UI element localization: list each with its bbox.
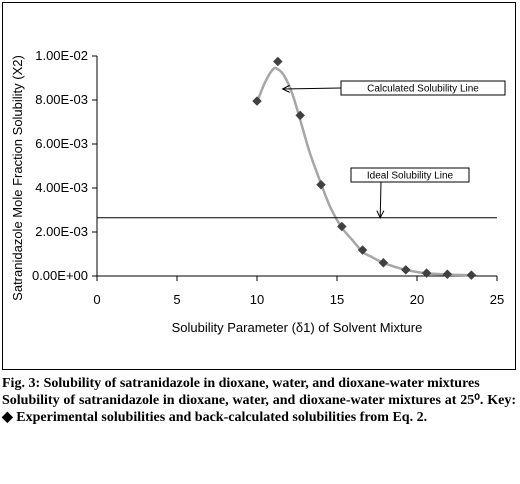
data-point-diamond xyxy=(252,96,262,106)
callout-arrow-line xyxy=(379,181,382,218)
data-point-diamond xyxy=(295,110,306,121)
figure-frame: 0.00E+00 2.00E-03 4.00E-03 6.00E-03 8.00E-03… xyxy=(2,2,516,370)
data-point-diamond xyxy=(400,264,411,275)
caption-title: Fig. 3: Solubility of satranidazole in d… xyxy=(2,376,480,391)
x-tick-label: 5 xyxy=(173,292,180,307)
data-point-diamond xyxy=(357,245,368,255)
x-tick-label: 15 xyxy=(330,292,344,307)
callout-arrow-head xyxy=(376,210,385,219)
y-tick-label: 2.00E-03 xyxy=(35,224,88,239)
callout-label: Ideal Solubility Line xyxy=(367,171,454,182)
caption-body: Solubility of satranidazole in dioxane, … xyxy=(2,393,516,425)
markers-layer xyxy=(252,56,477,280)
x-tick-label: 10 xyxy=(250,292,264,307)
axis-labels-layer: Solubility Parameter (δ1) of Solvent Mix… xyxy=(10,55,422,335)
data-point-diamond xyxy=(272,56,283,67)
annotations-layer: Calculated Solubility Line Ideal Solubili… xyxy=(281,80,506,219)
x-tick-label: 25 xyxy=(490,292,504,307)
x-tick-label: 0 xyxy=(93,292,100,307)
solubility-chart: 0.00E+00 2.00E-03 4.00E-03 6.00E-03 8.00E-03… xyxy=(10,48,506,335)
callout-box xyxy=(350,167,470,183)
x-axis-title: Solubility Parameter (δ1) of Solvent Mix… xyxy=(172,320,423,335)
callout-arrow-line xyxy=(282,87,342,90)
y-tick-label: 8.00E-03 xyxy=(35,92,88,107)
callout-ideal-line: Ideal Solubility Line xyxy=(350,167,470,219)
y-tick-label: 1.00E-02 xyxy=(35,48,88,63)
axes: 0.00E+00 2.00E-03 4.00E-03 6.00E-03 8.00E-03… xyxy=(32,48,504,307)
y-tick-label: 0.00E+00 xyxy=(32,268,88,283)
callout-calculated-line: Calculated Solubility Line xyxy=(281,80,506,96)
data-point-diamond xyxy=(421,268,432,278)
x-tick-label: 20 xyxy=(410,292,424,307)
y-tick-label: 4.00E-03 xyxy=(35,180,88,195)
data-point-diamond xyxy=(336,221,347,232)
data-point-diamond xyxy=(466,270,477,280)
callout-arrow-head xyxy=(281,84,290,93)
figure-caption: Fig. 3: Solubility of satranidazole in d… xyxy=(2,375,516,426)
y-axis-title: Satranidazole Mole Fraction Solubility (… xyxy=(10,55,25,301)
data-point-diamond xyxy=(442,269,453,280)
data-point-diamond xyxy=(378,257,389,268)
y-tick-label: 6.00E-03 xyxy=(35,136,88,151)
data-point-diamond xyxy=(316,179,326,190)
callout-label: Calculated Solubility Line xyxy=(367,84,479,95)
